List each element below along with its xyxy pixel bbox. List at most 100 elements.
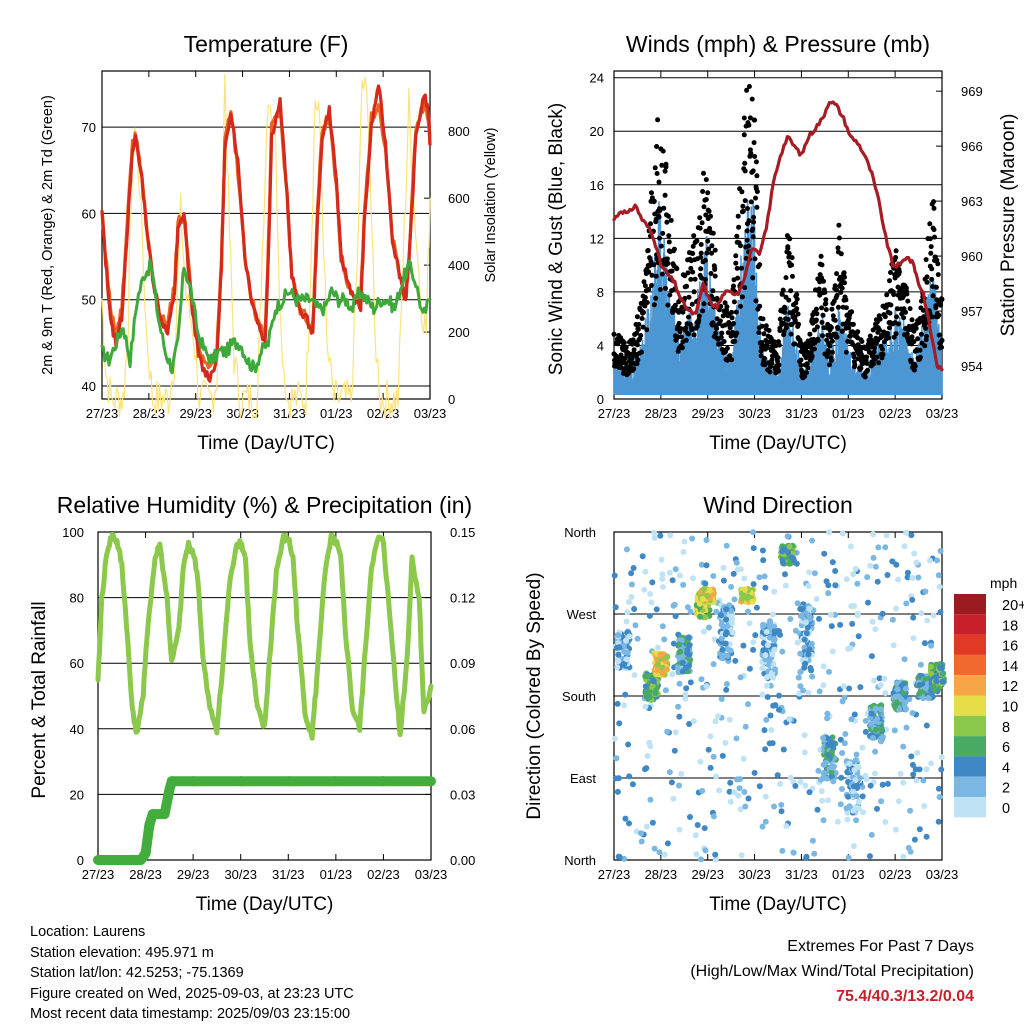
gust-point	[924, 274, 930, 280]
x-tick-label: 30/23	[224, 867, 257, 882]
direction-point	[896, 706, 903, 713]
gust-point	[904, 331, 910, 337]
gust-point	[664, 256, 670, 262]
gust-point	[895, 306, 900, 312]
gust-point	[877, 316, 883, 322]
gust-point	[646, 269, 652, 275]
gust-point	[703, 177, 709, 183]
gust-point	[644, 300, 650, 305]
gust-point	[703, 197, 709, 202]
y-tick-label: 60	[82, 206, 96, 221]
direction-point	[679, 659, 686, 666]
direction-point	[797, 683, 804, 690]
gust-point	[621, 340, 627, 346]
gust-point	[912, 363, 918, 369]
gust-point	[785, 246, 791, 252]
direction-point	[638, 838, 645, 845]
direction-point	[879, 610, 886, 617]
gust-point	[688, 265, 694, 271]
gust-point	[843, 297, 849, 303]
direction-point	[916, 690, 923, 697]
direction-point	[694, 822, 701, 828]
direction-point	[646, 612, 653, 619]
direction-point	[659, 623, 666, 630]
direction-point	[865, 599, 871, 606]
gust-point	[742, 285, 748, 291]
direction-point	[830, 740, 837, 747]
gust-point	[694, 238, 700, 244]
direction-point	[824, 710, 831, 717]
gust-point	[920, 307, 926, 313]
direction-point	[762, 818, 769, 825]
direction-point	[630, 565, 637, 571]
y2-tick-label: 963	[961, 194, 983, 209]
direction-point	[643, 823, 650, 830]
gust-point	[636, 321, 642, 327]
direction-point	[893, 561, 900, 568]
x-tick-label: 28/23	[133, 406, 166, 421]
direction-point	[659, 571, 666, 578]
direction-point	[906, 696, 913, 703]
direction-point	[797, 606, 804, 612]
legend-swatch	[954, 695, 986, 716]
direction-point	[809, 837, 816, 844]
direction-point	[900, 743, 907, 750]
direction-point	[623, 637, 629, 644]
direction-point	[647, 796, 654, 803]
direction-point	[676, 826, 683, 833]
direction-point	[832, 568, 839, 574]
direction-point	[824, 715, 831, 722]
direction-point	[667, 532, 674, 539]
direction-point	[811, 850, 818, 857]
gust-point	[827, 362, 832, 368]
direction-point	[671, 747, 678, 754]
direction-point	[713, 773, 720, 780]
gust-point	[740, 203, 746, 209]
x-tick-label: 01/23	[832, 867, 865, 882]
gust-point	[835, 245, 841, 251]
direction-point	[847, 543, 854, 550]
gust-point	[656, 214, 662, 220]
gust-point	[741, 115, 747, 121]
gust-point	[713, 330, 719, 336]
gust-point	[663, 161, 669, 167]
direction-point	[628, 581, 635, 588]
direction-point	[788, 554, 795, 561]
x-tick-label: 28/23	[645, 867, 678, 882]
info-recent: Most recent data timestamp: 2025/09/03 2…	[30, 1006, 351, 1022]
direction-point	[666, 769, 673, 776]
gust-point	[939, 344, 944, 350]
gust-point	[874, 354, 880, 360]
direction-point	[854, 580, 861, 587]
direction-point	[764, 674, 771, 681]
gust-point	[652, 211, 658, 217]
y-tick-label: 12	[590, 231, 604, 246]
direction-point	[697, 758, 704, 765]
direction-point	[922, 685, 929, 692]
gust-point	[752, 256, 758, 262]
gust-point	[818, 253, 824, 259]
direction-point	[772, 702, 779, 709]
y-tick-label: 0	[77, 853, 84, 868]
direction-point	[727, 779, 734, 786]
y-tick-label: 70	[82, 120, 96, 135]
direction-point	[772, 666, 779, 673]
legend-swatch	[954, 736, 986, 757]
gust-point	[782, 306, 788, 312]
direction-point	[910, 614, 917, 621]
y2-tick-label: 969	[961, 84, 983, 99]
gust-point	[746, 84, 752, 89]
legend-label: 2	[1002, 781, 1010, 797]
direction-point	[820, 663, 827, 670]
chart-title: Temperature (F)	[184, 31, 349, 57]
direction-point	[882, 690, 889, 697]
gust-point	[739, 294, 745, 300]
gust-point	[865, 367, 870, 373]
y-axis-label-left: Percent & Total Rainfall	[29, 601, 50, 798]
gust-point	[756, 330, 762, 336]
gust-point	[660, 230, 666, 236]
gust-point	[834, 293, 840, 298]
gust-point	[708, 213, 713, 219]
gust-point	[828, 325, 834, 331]
direction-point	[804, 624, 811, 631]
